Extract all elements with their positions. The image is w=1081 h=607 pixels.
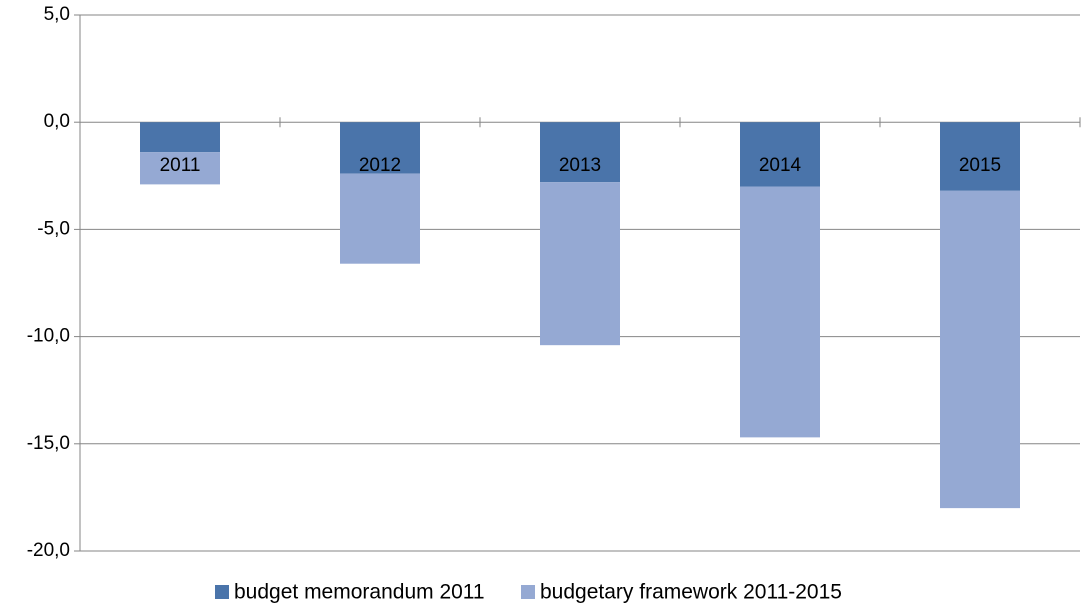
x-tick-label: 2013: [559, 155, 601, 176]
bar-segment: [140, 122, 220, 153]
y-tick-label: 5,0: [44, 4, 70, 25]
bar-segment: [940, 122, 1020, 191]
y-tick-label: -20,0: [27, 540, 70, 561]
bar-segment: [740, 186, 820, 438]
bar-segment: [940, 190, 1020, 509]
x-tick-label: 2011: [160, 155, 201, 176]
y-tick-label: -15,0: [27, 433, 70, 454]
x-tick-label: 2015: [959, 155, 1001, 176]
x-tick-label: 2014: [759, 155, 802, 176]
bar-segment: [340, 173, 420, 264]
bar-segment: [540, 122, 620, 183]
legend-swatch: [521, 585, 535, 599]
bar-segment: [540, 182, 620, 346]
y-tick-label: -10,0: [27, 326, 70, 347]
bar-segment: [140, 152, 220, 185]
legend-text: budgetary framework 2011-2015: [540, 581, 842, 604]
y-tick-label: -5,0: [37, 218, 70, 239]
legend-swatch: [215, 585, 229, 599]
bar-segment: [740, 122, 820, 187]
bar-segment: [340, 122, 420, 174]
x-tick-label: 2012: [359, 155, 401, 176]
y-tick-label: 0,0: [44, 111, 70, 132]
legend-text: budget memorandum 2011: [234, 581, 485, 604]
